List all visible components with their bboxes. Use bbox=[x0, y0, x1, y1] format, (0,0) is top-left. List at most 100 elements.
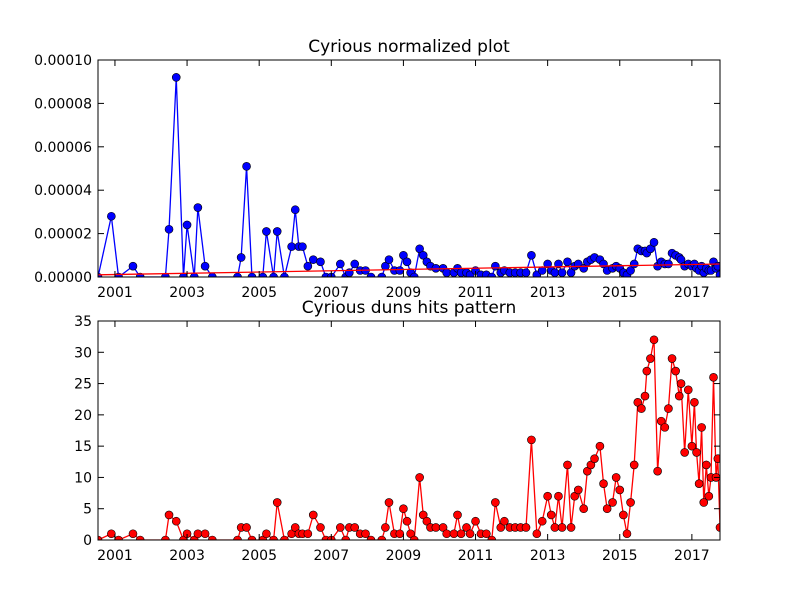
data-point bbox=[262, 227, 271, 236]
data-point bbox=[521, 523, 531, 532]
data-point bbox=[399, 251, 408, 260]
y-tick-label: 15 bbox=[74, 439, 92, 455]
data-point bbox=[487, 272, 497, 277]
data-point bbox=[622, 529, 632, 539]
data-point bbox=[709, 373, 718, 382]
x-tick-label: 2015 bbox=[602, 285, 638, 301]
y-tick-label: 25 bbox=[74, 377, 92, 393]
data-point bbox=[272, 498, 282, 507]
data-point bbox=[608, 498, 617, 507]
data-point bbox=[532, 529, 542, 539]
data-point bbox=[308, 510, 318, 520]
data-point bbox=[543, 259, 552, 269]
axes-frame bbox=[97, 59, 721, 278]
data-point bbox=[171, 73, 181, 82]
data-point bbox=[550, 523, 560, 532]
data-point bbox=[692, 448, 701, 457]
axes-frame bbox=[97, 320, 721, 541]
data-point bbox=[527, 251, 536, 260]
data-point bbox=[640, 391, 650, 401]
y-tick-label: 10 bbox=[74, 470, 92, 486]
data-point bbox=[193, 529, 203, 539]
data-point bbox=[171, 516, 181, 526]
x-tick-label: 2003 bbox=[169, 285, 205, 301]
data-point bbox=[680, 448, 689, 457]
data-point bbox=[377, 535, 387, 540]
data-point bbox=[182, 220, 192, 230]
data-point bbox=[258, 272, 268, 277]
data-point bbox=[690, 398, 699, 407]
x-tick-label: 2001 bbox=[97, 548, 133, 564]
data-point bbox=[629, 460, 639, 470]
data-point bbox=[642, 366, 652, 376]
data-point bbox=[590, 454, 599, 463]
data-point bbox=[200, 529, 210, 539]
data-point bbox=[269, 272, 278, 277]
data-point bbox=[687, 441, 697, 451]
data-point bbox=[500, 516, 509, 526]
y-tick-label: 0.00000 bbox=[34, 270, 92, 286]
data-point bbox=[626, 498, 635, 507]
data-point bbox=[599, 479, 608, 488]
data-point bbox=[303, 529, 313, 539]
data-point bbox=[164, 224, 174, 234]
data-point bbox=[676, 255, 686, 264]
data-point bbox=[247, 272, 257, 277]
y-tick-label: 0.00008 bbox=[34, 96, 92, 112]
data-point bbox=[579, 504, 589, 514]
data-point bbox=[280, 535, 289, 540]
data-point bbox=[200, 261, 210, 271]
data-point bbox=[269, 535, 278, 540]
data-point bbox=[537, 516, 547, 526]
y-tick-label: 0.00006 bbox=[34, 140, 92, 156]
data-point bbox=[399, 504, 408, 514]
data-point bbox=[336, 523, 345, 532]
data-point bbox=[262, 529, 271, 539]
trend-line bbox=[98, 263, 720, 276]
data-point bbox=[667, 354, 677, 363]
x-tick-label: 2005 bbox=[241, 285, 277, 301]
data-point bbox=[193, 203, 203, 212]
data-point bbox=[290, 205, 300, 215]
data-point bbox=[471, 516, 480, 526]
data-point bbox=[114, 535, 123, 540]
x-tick-label: 2017 bbox=[674, 285, 710, 301]
x-tick-label: 2005 bbox=[241, 548, 277, 564]
data-point bbox=[701, 460, 711, 470]
data-point bbox=[649, 237, 659, 247]
data-point bbox=[491, 261, 500, 271]
data-point bbox=[303, 261, 313, 271]
data-point bbox=[704, 491, 714, 501]
data-point bbox=[409, 535, 419, 540]
data-point bbox=[350, 259, 360, 269]
data-point bbox=[615, 485, 625, 495]
data-point bbox=[164, 510, 174, 520]
data-point bbox=[128, 529, 138, 539]
data-point bbox=[554, 259, 563, 269]
data-point bbox=[418, 251, 428, 260]
data-point bbox=[107, 211, 116, 221]
data-point bbox=[660, 423, 670, 432]
data-point bbox=[361, 529, 370, 539]
data-point bbox=[242, 162, 251, 171]
data-point bbox=[563, 460, 572, 470]
x-tick-label: 2015 bbox=[602, 548, 638, 564]
y-tick-label: 0 bbox=[83, 533, 92, 549]
data-point bbox=[233, 535, 242, 540]
data-point bbox=[713, 261, 720, 271]
data-point bbox=[366, 535, 376, 540]
data-point bbox=[611, 473, 621, 482]
chart-title: Cyrious normalized plot bbox=[308, 37, 510, 57]
data-point bbox=[449, 529, 459, 539]
data-point bbox=[316, 523, 325, 532]
data-point bbox=[713, 454, 720, 463]
data-point bbox=[384, 498, 394, 507]
y-tick-label: 0.00004 bbox=[34, 183, 92, 199]
data-point bbox=[384, 255, 394, 264]
data-point bbox=[456, 529, 466, 539]
data-point bbox=[664, 259, 673, 269]
data-point bbox=[316, 257, 325, 267]
data-point bbox=[715, 270, 720, 277]
data-point bbox=[465, 529, 475, 539]
x-tick-label: 2009 bbox=[386, 548, 422, 564]
